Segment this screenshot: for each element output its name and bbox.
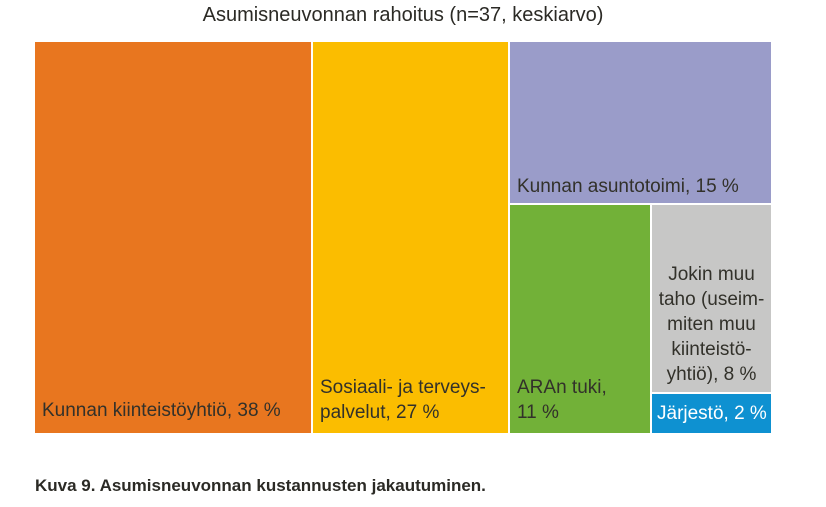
tile-label: ARAn tuki, 11 % [517,376,607,423]
tile-label: Sosiaali- ja terveys- palvelut, 27 % [320,376,486,423]
treemap-tile-sosiaali-ja-terveyspalvelut: Sosiaali- ja terveys- palvelut, 27 % [313,42,508,433]
treemap-chart: Kunnan kiinteistöyhtiö, 38 % Sosiaali- j… [35,42,771,433]
tile-label: Järjestö, 2 % [657,402,767,424]
treemap-tile-kunnan-asuntotoimi: Kunnan asuntotoimi, 15 % [510,42,771,203]
chart-title: Asumisneuvonnan rahoitus (n=37, keskiarv… [202,4,604,26]
treemap-tile-jarjesto: Järjestö, 2 % [652,394,771,433]
treemap-tile-jokin-muu-taho: Jokin muu taho (useim- miten muu kiintei… [652,205,771,392]
treemap-tile-kunnan-kiinteistoyhtio: Kunnan kiinteistöyhtiö, 38 % [35,42,311,433]
treemap-tile-aran-tuki: ARAn tuki, 11 % [510,205,650,433]
figure-caption: Kuva 9. Asumisneuvonnan kustannusten jak… [35,476,486,495]
tile-label: Kunnan asuntotoimi, 15 % [517,175,739,197]
tile-label: Kunnan kiinteistöyhtiö, 38 % [42,399,281,421]
tile-label: Jokin muu taho (useim- miten muu kiintei… [658,263,765,385]
